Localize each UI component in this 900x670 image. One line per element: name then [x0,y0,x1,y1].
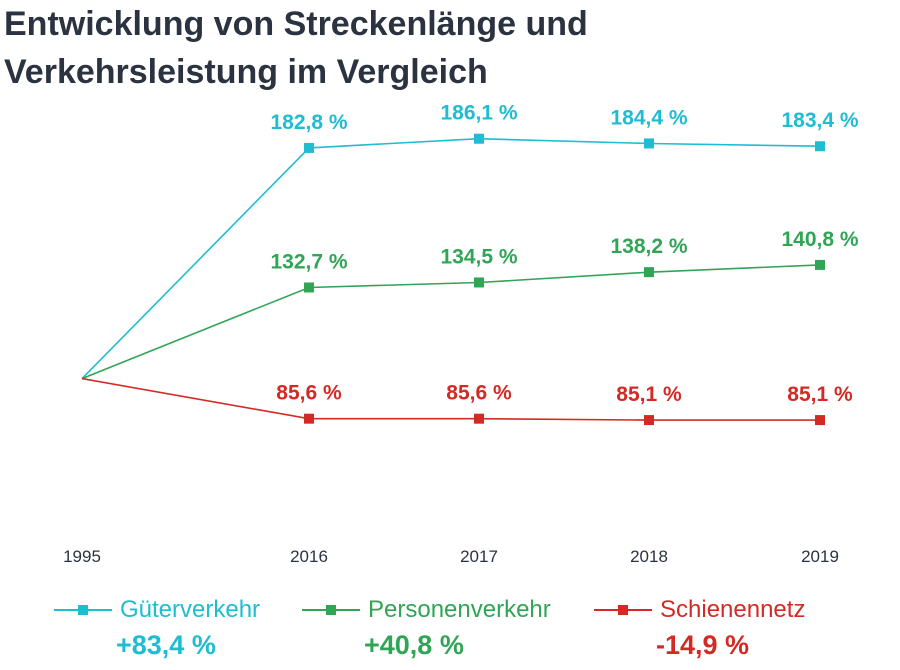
legend-change-personenverkehr: +40,8 % [364,630,464,660]
data-point-schienennetz-2017 [474,413,484,424]
chart-title-line-1: Entwicklung von Streckenlänge und [4,5,588,43]
data-point-gueterverkehr-2019 [815,141,825,152]
legend-label-gueterverkehr: Güterverkehr [120,596,261,623]
legend-label-schienennetz: Schienennetz [660,596,806,623]
x-tick-label-2019: 2019 [801,547,839,566]
data-point-personenverkehr-2017 [474,277,484,288]
data-point-personenverkehr-2016 [304,282,314,293]
data-label-schienennetz-2017: 85,6 % [446,382,512,405]
legend-swatch-personenverkehr [302,605,360,615]
chart-title-line-2: Verkehrsleistung im Vergleich [4,53,488,91]
x-tick-label-1995: 1995 [63,547,101,566]
data-point-personenverkehr-2019 [815,259,825,270]
legend: Güterverkehr +83,4 % Personenverkehr +40… [0,596,900,670]
data-point-schienennetz-2019 [815,415,825,426]
legend-change-schienennetz: -14,9 % [656,630,750,660]
legend-change-gueterverkehr: +83,4 % [116,630,216,660]
data-point-gueterverkehr-2018 [644,138,654,149]
line-chart: 182,8 % 186,1 % 184,4 % 183,4 % 132,7 % 134,5… [63,102,859,566]
data-label-gueterverkehr-2019: 183,4 % [781,109,858,132]
x-tick-label-2017: 2017 [460,547,498,566]
data-point-schienennetz-2018 [644,415,654,426]
data-label-gueterverkehr-2017: 186,1 % [440,102,517,125]
data-label-schienennetz-2019: 85,1 % [787,383,853,406]
data-label-schienennetz-2018: 85,1 % [616,383,682,406]
data-label-personenverkehr-2018: 138,2 % [610,235,687,258]
data-label-personenverkehr-2017: 134,5 % [440,245,517,268]
data-point-schienennetz-2016 [304,413,314,424]
series-line-personenverkehr [81,264,821,380]
data-label-schienennetz-2016: 85,6 % [276,382,342,405]
data-label-personenverkehr-2019: 140,8 % [781,228,858,251]
legend-label-personenverkehr: Personenverkehr [368,596,551,623]
legend-swatch-gueterverkehr [54,605,112,615]
x-tick-label-2018: 2018 [630,547,668,566]
data-label-gueterverkehr-2016: 182,8 % [270,111,347,134]
legend-swatch-schienennetz [594,605,652,615]
data-point-gueterverkehr-2017 [474,133,484,144]
data-label-gueterverkehr-2018: 184,4 % [610,106,687,129]
data-label-personenverkehr-2016: 132,7 % [270,250,347,273]
data-point-personenverkehr-2018 [644,267,654,278]
chart-title: Entwicklung von Streckenlänge und Verkeh… [4,0,894,96]
x-tick-label-2016: 2016 [290,547,328,566]
data-point-gueterverkehr-2016 [304,142,314,153]
